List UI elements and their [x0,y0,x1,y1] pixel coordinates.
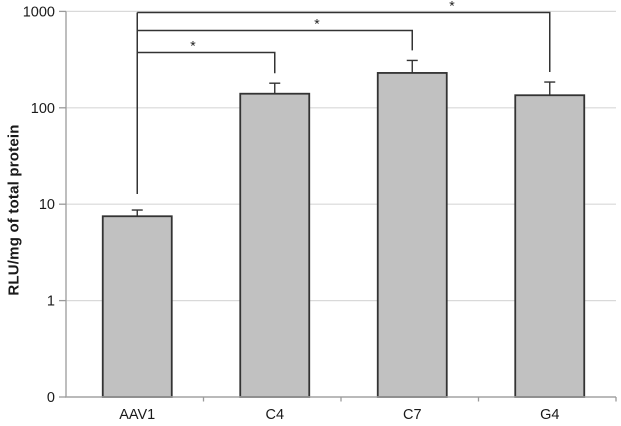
significance-asterisk: * [314,16,320,32]
x-tick-label: C7 [403,407,422,423]
y-tick-label: 100 [31,101,55,117]
y-axis-title: RLU/mg of total protein [5,124,23,296]
significance-bracket [137,51,276,74]
x-tick-label: G4 [540,407,559,423]
bar-c4 [239,92,311,398]
significance-asterisk: * [190,38,196,54]
y-tick-label: 10 [39,197,55,213]
x-tick-label: C4 [265,407,284,423]
y-tick-label: 0 [47,390,55,406]
bar-c7 [376,72,448,398]
significance-bracket [137,29,413,51]
y-tick-label: 1 [47,294,55,310]
x-tick-label: AAV1 [119,407,155,423]
significance-asterisk: * [449,0,455,14]
bar-g4 [514,94,586,398]
significance-bracket [137,11,551,73]
y-tick-label: 1000 [23,4,55,20]
bar-aav1 [101,215,173,398]
